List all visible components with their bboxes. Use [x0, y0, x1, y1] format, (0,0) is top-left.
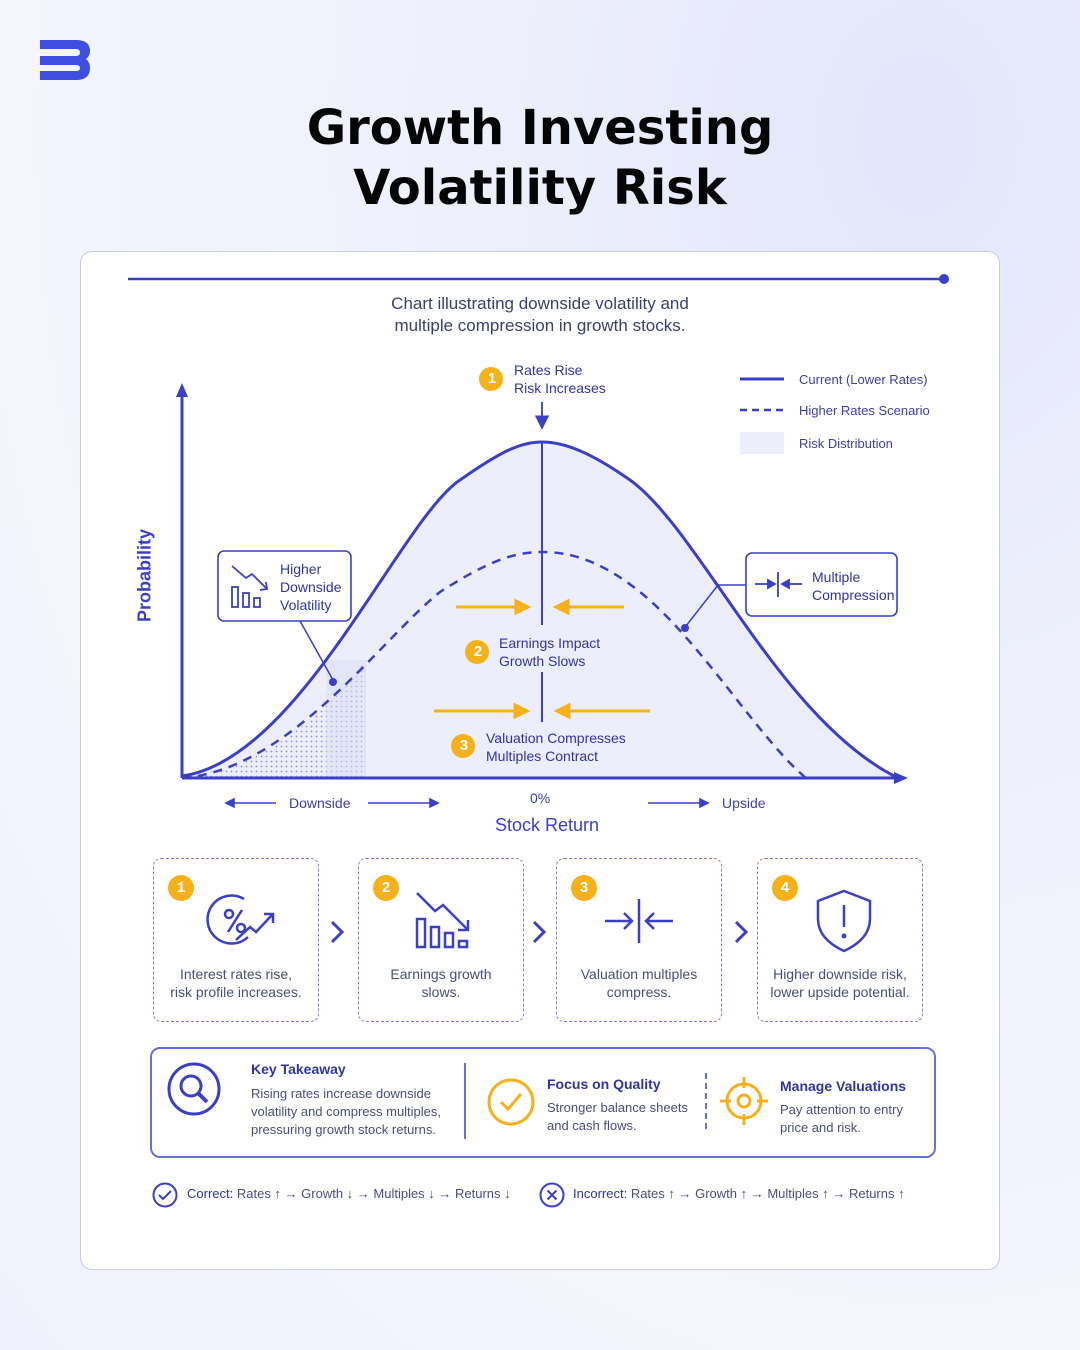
step-card-4: 4 Higher downside risk, lower upside pot…: [757, 858, 923, 1022]
downside-volatility-box: [217, 550, 352, 622]
incorrect-label: Incorrect:: [573, 1186, 628, 1201]
y-axis-label: Probability: [134, 529, 155, 623]
declining-bars-icon: [415, 892, 470, 949]
x-center-label: 0%: [530, 790, 551, 806]
chevron-right-icon: [734, 920, 749, 944]
step-badge: 2: [373, 875, 399, 901]
step-caption: Interest rates rise, risk profile increa…: [170, 966, 302, 1000]
incorrect-text: Rates ↑ → Growth ↑ → Multiples ↑ → Retur…: [630, 1186, 905, 1201]
higher-rates-curve: [181, 550, 807, 780]
step1-badge: [479, 367, 503, 391]
chevron-right-icon: [330, 920, 345, 944]
step1-annotation: Rates Rise Risk Increases: [514, 362, 606, 396]
step-card-1: 1 Interest rates rise, risk profile incr…: [153, 858, 319, 1022]
step-caption: Earnings growth slows.: [390, 966, 492, 1000]
legend-fill-swatch: [740, 432, 784, 454]
y-axis-arrowhead: [176, 383, 188, 397]
top-rule-dot: [939, 274, 949, 284]
step2-badge: [465, 640, 489, 664]
step3-annotation: Valuation Compresses Multiples Contract: [486, 730, 626, 764]
check-circle-icon: [487, 1078, 535, 1126]
chevron-right-icon: [532, 920, 547, 944]
chart-subtitle: Chart illustrating downside volatility a…: [391, 294, 689, 335]
step-caption: Valuation multiples compress.: [580, 966, 698, 1000]
divider-dashed: [705, 1073, 707, 1129]
step-badge: 3: [571, 875, 597, 901]
takeaway-panel: Key Takeaway Rising rates increase downs…: [150, 1047, 936, 1158]
step-card-3: 3 Valuation multiples compress.: [556, 858, 722, 1022]
step2-annotation: Earnings Impact Growth Slows: [499, 635, 601, 669]
compression-arrows-upper: [456, 598, 624, 616]
upside-arrow: [648, 797, 710, 809]
focus-quality-title: Focus on Quality: [547, 1076, 661, 1092]
correct-text: Rates ↑ → Growth ↓ → Multiples ↓ → Retur…: [236, 1186, 511, 1201]
x-downside-label: Downside: [289, 795, 351, 811]
focus-quality-text: Stronger balance sheets and cash flows.: [547, 1100, 688, 1133]
correct-label: Correct:: [187, 1186, 234, 1201]
step2-badge-num: 2: [473, 643, 483, 660]
x-axis-label: Stock Return: [494, 815, 600, 835]
compression-arrows-lower: [434, 702, 650, 720]
downside-arrows: [224, 797, 440, 809]
magnifier-icon: [167, 1062, 221, 1116]
key-takeaway-title: Key Takeaway: [251, 1061, 346, 1077]
multiple-compression-label: Multiple Compression: [812, 569, 895, 603]
footer-correct: Correct: Rates ↑ → Growth ↓ → Multiples …: [187, 1186, 511, 1201]
compress-arrows-icon: [605, 899, 673, 943]
step3-badge-num: 3: [459, 737, 469, 754]
manage-valuations-title: Manage Valuations: [780, 1078, 907, 1094]
compress-small-icon: [755, 572, 802, 597]
correct-check-icon: [152, 1182, 178, 1208]
manage-valuations-text: Pay attention to entry price and risk.: [780, 1102, 903, 1135]
downside-volatility-label: Higher Downside Volatility: [280, 561, 342, 613]
legend-risk-label: Risk Distribution: [799, 436, 893, 451]
target-icon: [720, 1077, 768, 1125]
declining-bars-small-icon: [231, 565, 269, 608]
brand-logo-icon: [40, 40, 90, 80]
left-box-pointer: [299, 620, 334, 681]
downside-tail-pattern: [182, 660, 366, 778]
x-axis-arrowhead: [894, 772, 908, 784]
step-card-2: 2 Earnings growth slows.: [358, 858, 524, 1022]
legend-higher-label: Higher Rates Scenario: [799, 403, 930, 418]
incorrect-x-icon: [539, 1182, 565, 1208]
step-badge: 1: [168, 875, 194, 901]
page-title: Growth Investing Volatility Risk: [306, 100, 774, 216]
divider: [464, 1063, 466, 1139]
legend-current-label: Current (Lower Rates): [799, 372, 928, 387]
step-caption: Higher downside risk, lower upside poten…: [770, 966, 910, 1000]
right-box-pointer: [685, 584, 746, 627]
step-badge: 4: [772, 875, 798, 901]
percent-trend-icon: [206, 894, 275, 945]
footer-incorrect: Incorrect: Rates ↑ → Growth ↑ → Multiple…: [573, 1186, 905, 1201]
key-takeaway-text: Rising rates increase downside volatilit…: [251, 1086, 442, 1137]
step1-badge-num: 1: [487, 370, 497, 387]
x-upside-label: Upside: [722, 795, 766, 811]
step3-badge: [451, 734, 475, 758]
shield-alert-icon: [816, 889, 872, 953]
